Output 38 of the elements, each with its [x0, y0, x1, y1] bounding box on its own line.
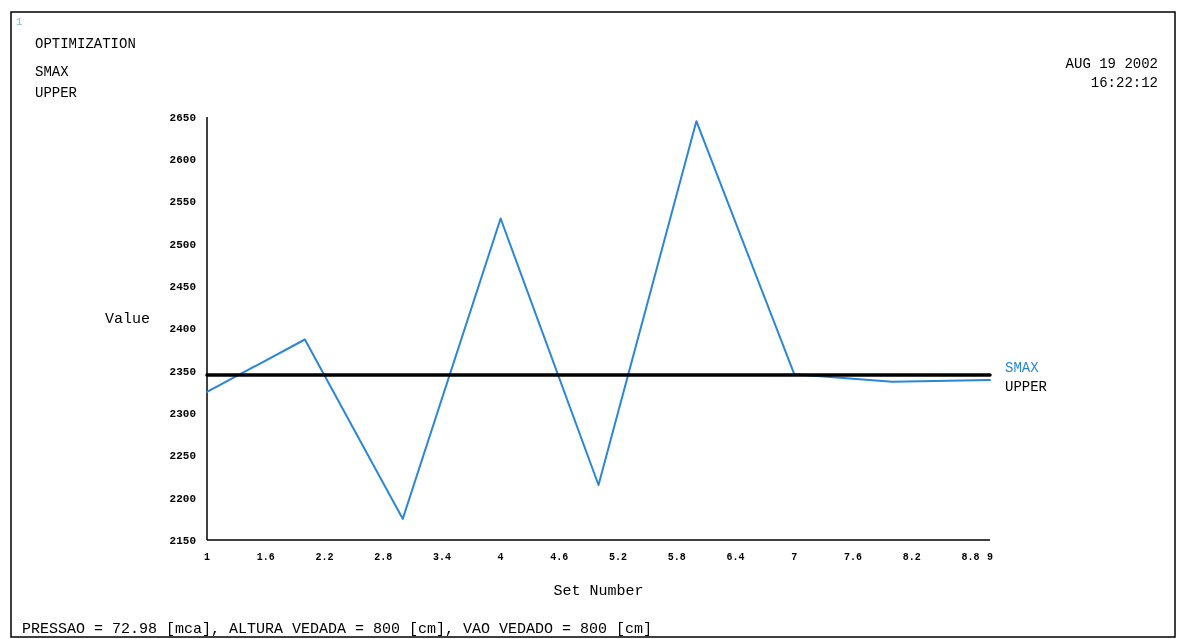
- y-tick-label: 2600: [169, 154, 196, 167]
- x-tick-label: 2.2: [315, 552, 334, 563]
- x-tick-label: 6.4: [726, 552, 745, 563]
- text: PRESSAO = 72.98 [mca], ALTURA VEDADA = 800 [cm], VAO VEDADO = 800 [cm]: [22, 621, 653, 638]
- text: AUG 19 2002: [1065, 56, 1158, 72]
- x-axis-title: Set Number: [553, 583, 644, 600]
- series-label: UPPER: [1005, 379, 1048, 396]
- x-tick-label: 4.6: [550, 552, 569, 563]
- text: UPPER: [35, 85, 78, 101]
- y-tick-label: 2500: [169, 238, 196, 251]
- x-tick-label: 5.2: [609, 552, 628, 563]
- x-tick-label: 1.6: [256, 552, 275, 563]
- y-tick-label: 2550: [169, 196, 196, 209]
- text: OPTIMIZATION: [35, 36, 136, 52]
- y-tick-label: 2200: [169, 492, 196, 505]
- series-label: SMAX: [1005, 360, 1040, 377]
- y-axis-title: Value: [104, 311, 150, 328]
- y-tick-label: 2150: [169, 534, 196, 547]
- x-tick-label: 9: [986, 552, 994, 563]
- x-tick-label: 8.8: [961, 552, 980, 563]
- line-series: [206, 120, 991, 520]
- text: SMAX: [35, 64, 70, 80]
- y-tick-label: 2350: [169, 365, 196, 378]
- x-tick-label: 7.6: [843, 552, 862, 563]
- y-tick-label: 2450: [169, 281, 196, 294]
- text: 16:22:12: [1090, 75, 1158, 91]
- y-tick-label: 2650: [169, 111, 196, 124]
- x-tick-label: 7: [791, 552, 798, 563]
- y-tick-label: 2250: [169, 450, 196, 463]
- x-tick-label: 5.8: [667, 552, 686, 563]
- x-tick-label: 2.8: [374, 552, 393, 563]
- x-tick-label: 3.4: [432, 552, 451, 563]
- text: 1: [16, 16, 23, 28]
- x-tick-label: 8.2: [902, 552, 921, 563]
- x-tick-label: 4: [497, 552, 504, 563]
- y-tick-label: 2400: [169, 323, 196, 336]
- x-tick-label: 1: [203, 552, 211, 563]
- y-tick-label: 2300: [169, 407, 196, 420]
